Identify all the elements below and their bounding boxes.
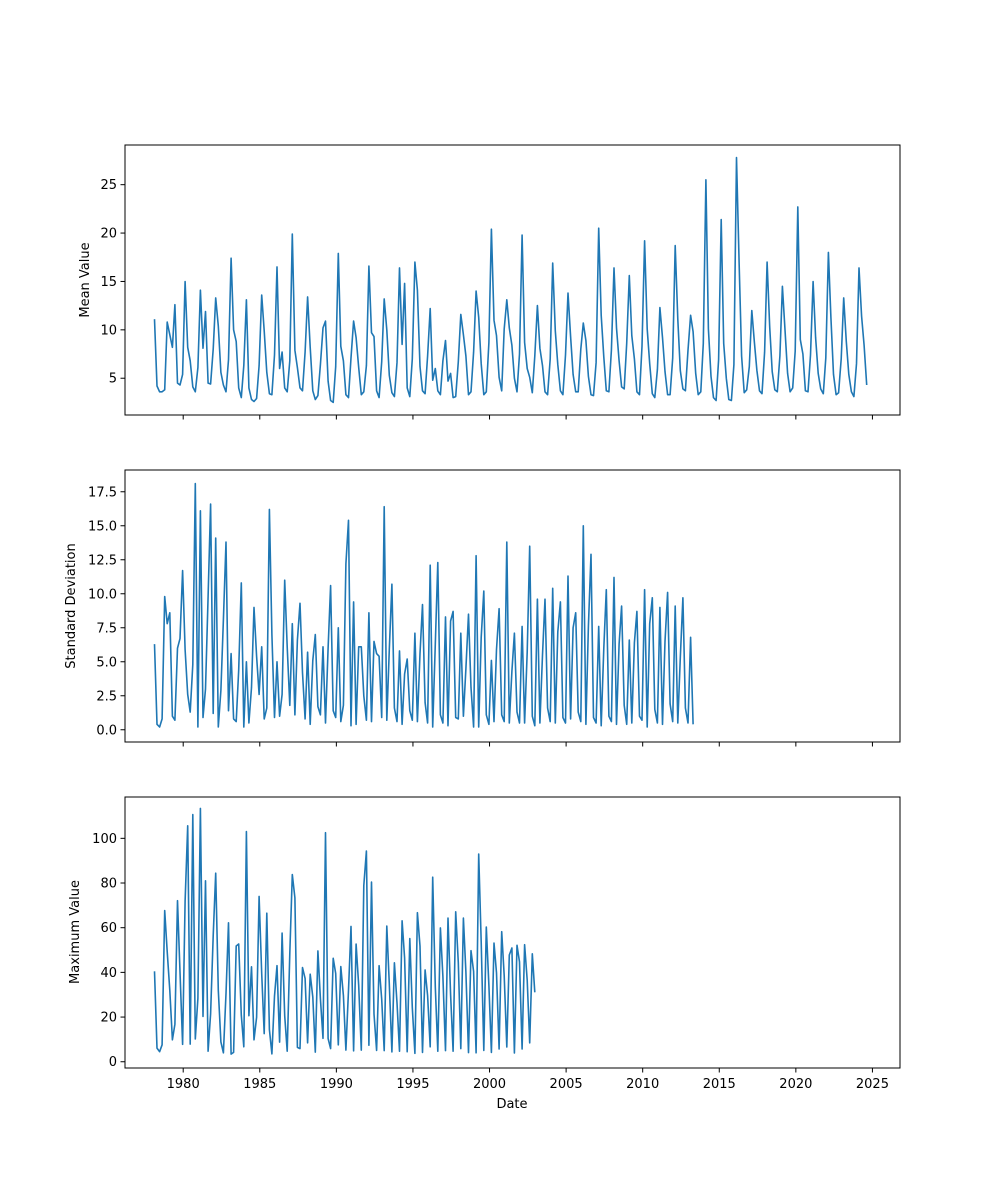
standard-deviation-y-ticks: 0.0 2.5 5.0 7.5 10.0 12.5 15.0 17.5 xyxy=(88,485,125,738)
maximum-value-line xyxy=(153,807,536,1055)
maximum-value-y-tick-label-40: 40 xyxy=(100,966,117,981)
maximum-value-x-tick-label-2020: 2020 xyxy=(779,1077,812,1092)
maximum-value-x-tick-label-1995: 1995 xyxy=(396,1077,429,1092)
maximum-value-x-tick-label-1990: 1990 xyxy=(320,1077,353,1092)
mean-value-y-ticks: 5 10 15 20 25 xyxy=(100,178,125,387)
maximum-value-axes-frame xyxy=(124,796,901,1069)
maximum-value-y-axis-label: Maximum Value xyxy=(68,880,83,984)
maximum-value-y-tick-label-0: 0 xyxy=(109,1055,117,1070)
mean-value-series-path xyxy=(153,156,868,404)
standard-deviation-y-tick-label-0: 0.0 xyxy=(96,723,117,738)
x-axis-label-date: Date xyxy=(496,1097,527,1112)
mean-value-y-tick-label-10: 10 xyxy=(100,323,117,338)
mean-value-line xyxy=(153,156,868,404)
maximum-value-x-tick-label-2000: 2000 xyxy=(473,1077,506,1092)
mean-value-y-axis-label: Mean Value xyxy=(78,242,93,317)
maximum-value-y-tick-label-20: 20 xyxy=(100,1011,117,1026)
maximum-value-x-tick-label-1980: 1980 xyxy=(167,1077,200,1092)
standard-deviation-y-tick-label-15: 15.0 xyxy=(88,519,117,534)
maximum-value-y-tick-label-60: 60 xyxy=(100,921,117,936)
mean-value-y-tick-label-25: 25 xyxy=(100,178,117,193)
maximum-value-x-ticks: 1980 1985 1990 1995 2000 2005 2010 2015 2020 2025 xyxy=(167,1068,889,1092)
panel-maximum-value: 1980 1985 1990 1995 2000 2005 2010 2015 2020 2025… xyxy=(68,796,901,1112)
standard-deviation-y-tick-label-2-5: 2.5 xyxy=(96,689,117,704)
mean-value-x-ticks xyxy=(182,415,873,420)
standard-deviation-y-tick-label-5: 5.0 xyxy=(96,655,117,670)
panel-mean-value: 5 10 15 20 25 Mean Value xyxy=(78,144,901,420)
maximum-value-y-ticks: 0 20 40 60 80 100 xyxy=(92,832,125,1070)
mean-value-y-tick-label-20: 20 xyxy=(100,227,117,242)
standard-deviation-x-ticks xyxy=(182,742,873,747)
standard-deviation-y-tick-label-10: 10.0 xyxy=(88,587,117,602)
maximum-value-x-tick-label-2025: 2025 xyxy=(856,1077,889,1092)
mean-value-axes-frame xyxy=(124,144,901,416)
standard-deviation-series-path xyxy=(153,482,694,728)
maximum-value-y-tick-label-100: 100 xyxy=(92,832,117,847)
maximum-value-y-tick-label-80: 80 xyxy=(100,877,117,892)
maximum-value-x-tick-label-1985: 1985 xyxy=(243,1077,276,1092)
maximum-value-x-tick-label-2005: 2005 xyxy=(550,1077,583,1092)
standard-deviation-y-tick-label-12-5: 12.5 xyxy=(88,553,117,568)
standard-deviation-y-tick-label-17-5: 17.5 xyxy=(88,485,117,500)
maximum-value-x-tick-label-2015: 2015 xyxy=(703,1077,736,1092)
standard-deviation-axes-frame xyxy=(124,469,901,743)
standard-deviation-y-tick-label-7-5: 7.5 xyxy=(96,621,117,636)
mean-value-y-tick-label-5: 5 xyxy=(109,372,117,387)
standard-deviation-y-axis-label: Standard Deviation xyxy=(64,543,79,668)
maximum-value-series-path xyxy=(153,807,536,1055)
mean-value-y-tick-label-15: 15 xyxy=(100,275,117,290)
standard-deviation-line xyxy=(153,482,694,728)
maximum-value-x-tick-label-2010: 2010 xyxy=(626,1077,659,1092)
panel-standard-deviation: 0.0 2.5 5.0 7.5 10.0 12.5 15.0 17.5 Standard De… xyxy=(64,469,901,747)
